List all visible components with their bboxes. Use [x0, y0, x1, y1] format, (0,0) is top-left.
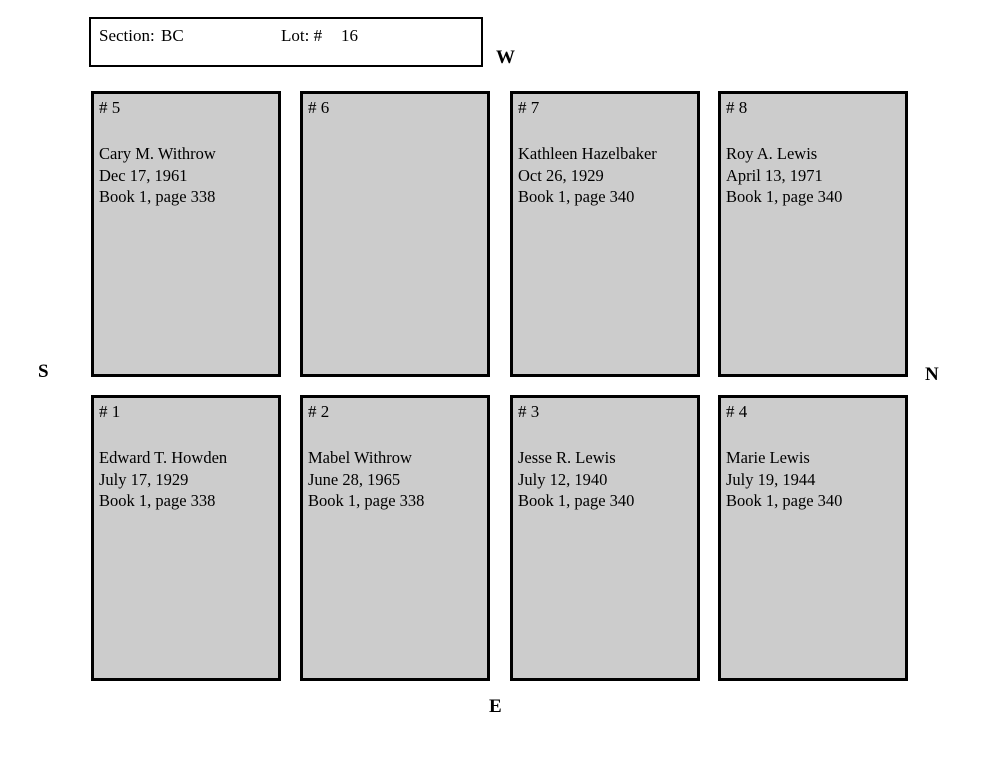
compass-west-label: W — [496, 47, 515, 68]
plot-7: # 7 Kathleen Hazelbaker Oct 26, 1929 Boo… — [510, 91, 700, 377]
plot-number: # 6 — [308, 98, 330, 117]
plot-date: Dec 17, 1961 — [99, 165, 188, 185]
plot-book-ref: Book 1, page 338 — [308, 491, 425, 510]
plot-number: # 7 — [518, 98, 540, 117]
compass-north-label: N — [925, 364, 939, 385]
plot-info: Marie Lewis July 19, 1944 Book 1, page 3… — [726, 447, 905, 512]
plot-book-ref: Book 1, page 338 — [99, 187, 216, 206]
plot-4: # 4 Marie Lewis July 19, 1944 Book 1, pa… — [718, 395, 908, 681]
plot-book-ref: Book 1, page 340 — [726, 491, 843, 510]
plot-number: # 3 — [518, 402, 540, 421]
plot-date: Oct 26, 1929 — [518, 165, 604, 185]
plot-info: Edward T. Howden July 17, 1929 Book 1, p… — [99, 447, 278, 512]
plot-5: # 5 Cary M. Withrow Dec 17, 1961 Book 1,… — [91, 91, 281, 377]
plot-2: # 2 Mabel Withrow June 28, 1965 Book 1, … — [300, 395, 490, 681]
plot-8: # 8 Roy A. Lewis April 13, 1971 Book 1, … — [718, 91, 908, 377]
plot-info: Mabel Withrow June 28, 1965 Book 1, page… — [308, 447, 487, 512]
plot-book-ref: Book 1, page 340 — [726, 187, 843, 206]
plot-occupant-name: Roy A. Lewis — [726, 144, 818, 163]
compass-south-label: S — [38, 361, 49, 382]
plot-occupant-name: Kathleen Hazelbaker — [518, 144, 657, 163]
plot-date: June 28, 1965 — [308, 469, 401, 489]
section-label: Section: — [99, 26, 155, 45]
plot-3: # 3 Jesse R. Lewis July 12, 1940 Book 1,… — [510, 395, 700, 681]
plot-date: April 13, 1971 — [726, 165, 823, 185]
lot-label: Lot: # — [281, 26, 323, 45]
plot-occupant-name: Mabel Withrow — [308, 448, 412, 467]
plot-info: Jesse R. Lewis July 12, 1940 Book 1, pag… — [518, 447, 697, 512]
plot-number: # 5 — [99, 98, 121, 117]
plot-occupant-name: Marie Lewis — [726, 448, 810, 467]
compass-east-label: E — [489, 696, 502, 717]
plot-date: July 17, 1929 — [99, 469, 189, 489]
section-lot-header: Section: BC Lot: # 16 — [89, 17, 483, 67]
plot-number: # 2 — [308, 402, 330, 421]
plot-date: July 12, 1940 — [518, 469, 608, 489]
lot-value: 16 — [341, 26, 358, 45]
plot-occupant-name: Edward T. Howden — [99, 448, 228, 467]
plot-1: # 1 Edward T. Howden July 17, 1929 Book … — [91, 395, 281, 681]
plot-date: July 19, 1944 — [726, 469, 816, 489]
plot-info: Cary M. Withrow Dec 17, 1961 Book 1, pag… — [99, 143, 278, 208]
plot-number: # 8 — [726, 98, 748, 117]
plot-number: # 1 — [99, 402, 121, 421]
plot-info: Kathleen Hazelbaker Oct 26, 1929 Book 1,… — [518, 143, 697, 208]
plot-occupant-name: Jesse R. Lewis — [518, 448, 616, 467]
plot-6: # 6 — [300, 91, 490, 377]
plot-book-ref: Book 1, page 340 — [518, 187, 635, 206]
section-value: BC — [161, 26, 184, 45]
plot-book-ref: Book 1, page 340 — [518, 491, 635, 510]
plot-book-ref: Book 1, page 338 — [99, 491, 216, 510]
plot-occupant-name: Cary M. Withrow — [99, 144, 216, 163]
plot-info: Roy A. Lewis April 13, 1971 Book 1, page… — [726, 143, 905, 208]
plot-number: # 4 — [726, 402, 748, 421]
